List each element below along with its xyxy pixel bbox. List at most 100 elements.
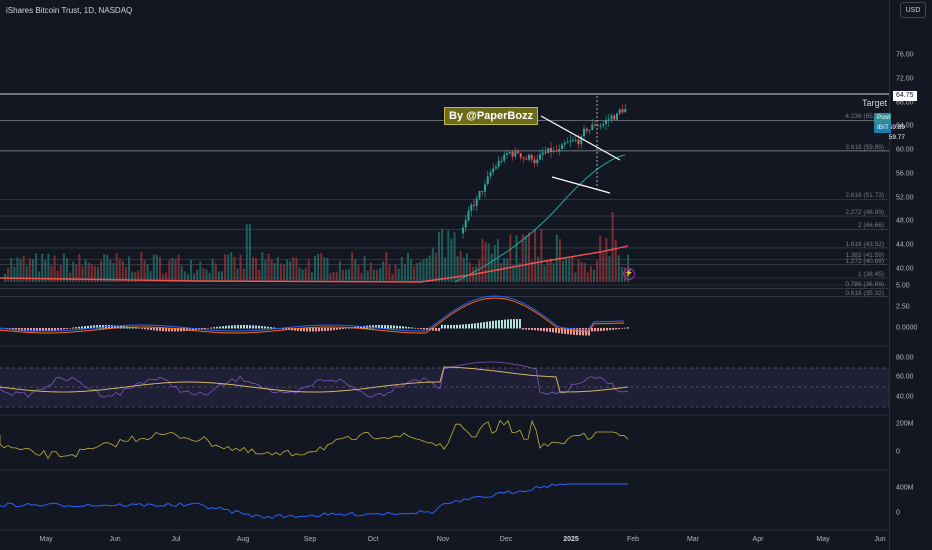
candle-body <box>500 160 503 162</box>
volume-bar <box>503 258 506 282</box>
volume-bar <box>323 257 326 282</box>
time-axis-label: Sep <box>303 536 317 543</box>
macd-histogram-bar <box>411 327 413 329</box>
macd-histogram-bar <box>627 327 629 329</box>
volume-bar <box>394 264 397 282</box>
candle-body <box>522 157 525 159</box>
volume-bar <box>608 255 611 282</box>
volume-bar <box>379 268 382 282</box>
price-axis[interactable] <box>889 0 932 550</box>
macd-histogram-bar <box>225 325 227 329</box>
volume-bar <box>478 260 481 282</box>
volume-bar <box>159 257 161 282</box>
candle-body <box>618 109 621 114</box>
oscillator-axis-label: 0 <box>896 448 900 456</box>
volume-bar <box>341 269 344 282</box>
macd-histogram-bar <box>315 328 317 332</box>
volume-bar <box>326 258 329 282</box>
fib-label: 1.382 (41.59) <box>845 252 884 260</box>
volume-bar <box>279 263 282 282</box>
volume-bar <box>450 238 453 282</box>
volume-bar <box>283 264 285 282</box>
macd-histogram-bar <box>99 325 101 329</box>
volume-bar <box>155 254 158 282</box>
macd-histogram-bar <box>468 323 470 329</box>
macd-histogram-bar <box>252 325 254 329</box>
volume-bar <box>137 270 140 282</box>
volume-bar <box>599 235 602 282</box>
macd-histogram-bar <box>300 328 302 332</box>
volume-bar <box>453 232 456 282</box>
macd-histogram-bar <box>429 328 431 331</box>
candle-body <box>514 151 517 157</box>
price-axis-label: 44.00 <box>896 241 914 249</box>
macd-histogram-bar <box>96 325 98 329</box>
price-axis-label: 68.00 <box>896 99 914 107</box>
macd-histogram-bar <box>441 324 443 329</box>
cumulative-axis-label: 0 <box>896 509 900 517</box>
macd-histogram-bar <box>261 326 263 329</box>
macd-histogram-bar <box>189 328 191 331</box>
macd-histogram-bar <box>30 328 32 332</box>
currency-button[interactable]: USD <box>900 2 926 18</box>
price-axis-label: 64.00 <box>896 122 914 130</box>
volume-bar <box>252 257 254 282</box>
lightning-icon[interactable]: ⚡ <box>623 268 635 280</box>
volume-bar <box>90 265 93 282</box>
macd-histogram-bar <box>327 328 329 331</box>
fib-label: 4.236 (65.02) <box>845 113 884 121</box>
volume-bar <box>546 261 549 282</box>
volume-bar <box>605 238 608 282</box>
volume-bar <box>124 266 127 282</box>
volume-bar <box>103 254 106 282</box>
volume-bar <box>106 255 109 282</box>
volume-bar <box>376 270 378 282</box>
volume-bar <box>357 265 360 282</box>
drawings <box>540 96 621 194</box>
macd-histogram-bar <box>378 325 380 329</box>
oscillator-pane <box>0 419 629 460</box>
volume-bar <box>35 253 37 282</box>
volume-bar <box>500 262 502 282</box>
macd-histogram-bar <box>432 328 434 331</box>
macd-pane <box>0 295 889 336</box>
volume-bar <box>524 235 527 282</box>
macd-histogram-bar <box>609 328 611 331</box>
macd-histogram-bar <box>246 325 248 329</box>
macd-histogram-bar <box>501 319 503 329</box>
time-axis-label: Oct <box>367 536 379 543</box>
candle-body <box>594 124 596 126</box>
volume-bar <box>100 260 103 282</box>
volume-bar <box>441 228 444 282</box>
volume-bar <box>202 268 205 282</box>
candle-body <box>525 158 528 160</box>
volume-bar <box>81 265 84 282</box>
candle-body <box>585 128 588 131</box>
volume-bar <box>87 262 90 282</box>
level-price-tag: 64.75 <box>893 91 917 101</box>
macd-histogram-bar <box>51 328 53 331</box>
macd-histogram-bar <box>36 328 38 332</box>
candle-body <box>495 166 497 169</box>
volume-bar <box>372 269 375 282</box>
macd-histogram-bar <box>237 325 239 329</box>
macd-histogram-bar <box>486 321 488 329</box>
rsi-axis-label: 60.00 <box>896 373 914 381</box>
candle-body <box>591 124 594 130</box>
macd-histogram-bar <box>540 328 542 331</box>
macd-histogram-bar <box>147 328 149 330</box>
volume-bar <box>84 259 87 282</box>
macd-histogram-bar <box>87 325 89 329</box>
macd-histogram-bar <box>471 323 473 329</box>
candle-body <box>536 159 539 164</box>
macd-histogram-bar <box>216 326 218 329</box>
fib-label: 2.272 (48.89) <box>845 209 884 217</box>
macd-histogram-bar <box>345 328 347 329</box>
macd-histogram-bar <box>255 325 257 329</box>
chart-canvas[interactable] <box>0 0 889 550</box>
candle-body <box>530 154 533 160</box>
cumulative-pane <box>0 483 628 520</box>
macd-histogram-bar <box>285 328 287 330</box>
volume-bar <box>422 259 425 282</box>
volume-bar <box>78 254 81 282</box>
